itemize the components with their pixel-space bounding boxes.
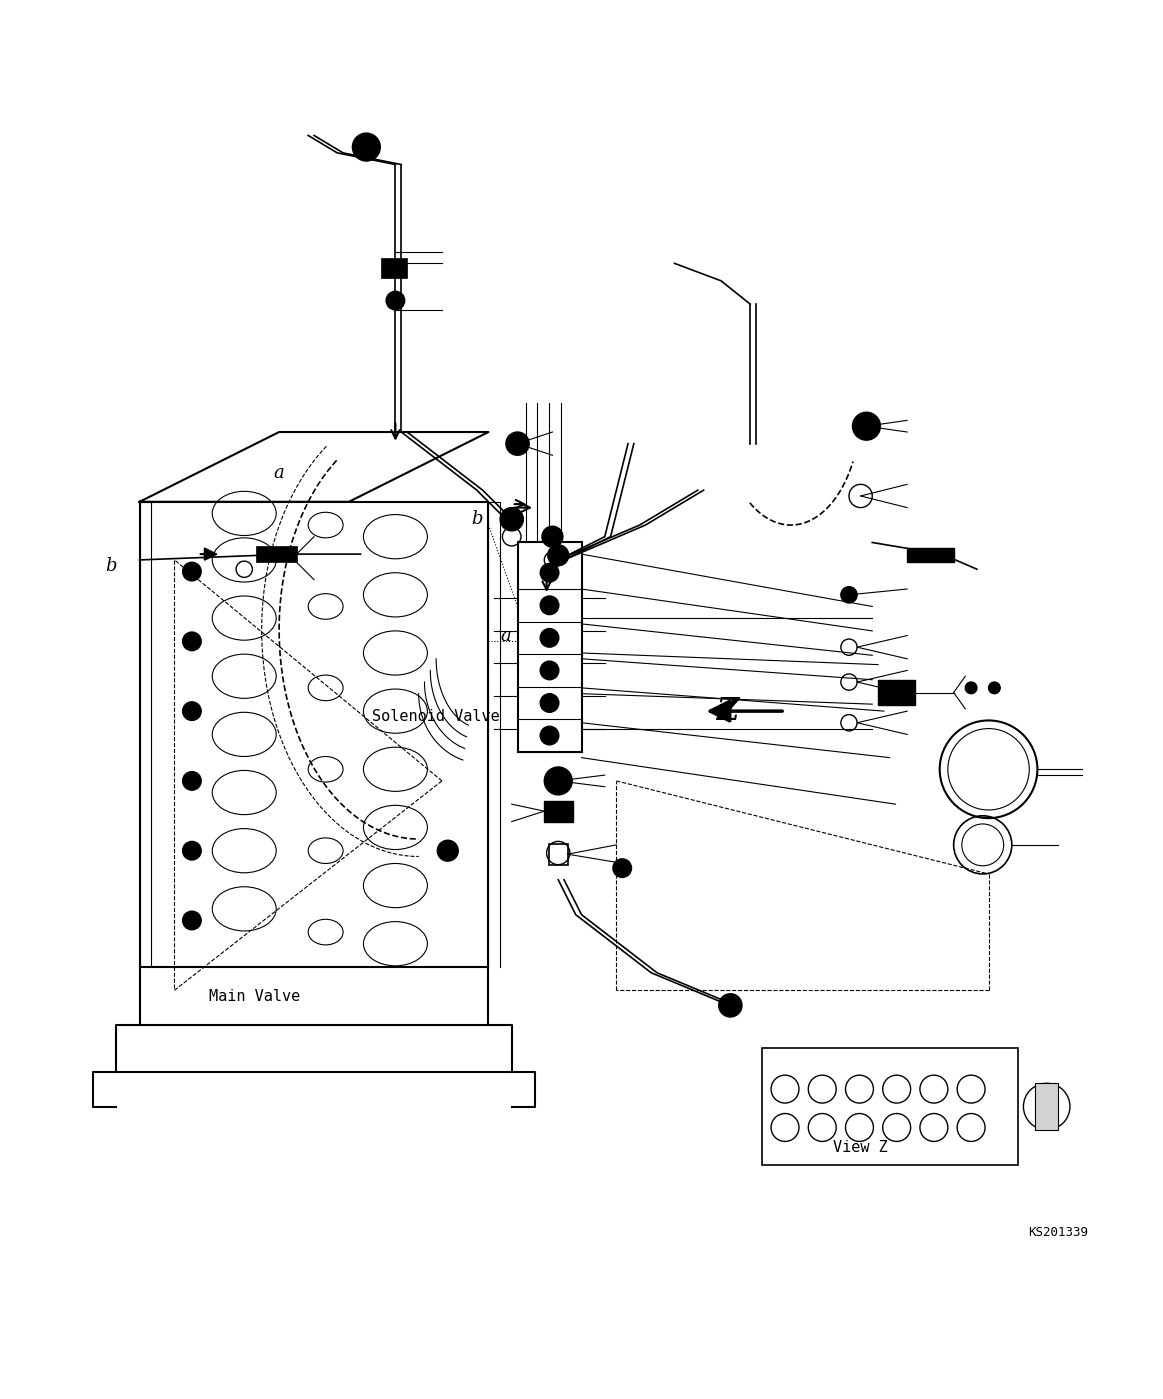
Circle shape: [542, 526, 563, 547]
Bar: [549, 844, 568, 865]
Circle shape: [183, 562, 201, 581]
Text: Solenoid Valve: Solenoid Valve: [372, 709, 500, 725]
Circle shape: [541, 662, 559, 680]
Circle shape: [183, 772, 201, 790]
Circle shape: [989, 683, 1000, 694]
Text: b: b: [471, 511, 483, 529]
Circle shape: [841, 586, 857, 603]
Bar: [878, 680, 915, 705]
Circle shape: [719, 993, 742, 1017]
Circle shape: [386, 291, 405, 311]
Bar: [256, 546, 297, 562]
Text: View Z: View Z: [833, 1140, 889, 1154]
Circle shape: [541, 596, 559, 614]
Text: Z: Z: [715, 695, 739, 726]
Circle shape: [541, 628, 559, 648]
Bar: [907, 548, 954, 562]
Circle shape: [613, 859, 632, 877]
Circle shape: [541, 694, 559, 712]
Text: Main Valve: Main Valve: [209, 989, 300, 1003]
Circle shape: [965, 683, 977, 694]
Circle shape: [352, 133, 380, 161]
Circle shape: [183, 911, 201, 930]
Bar: [1035, 1083, 1058, 1130]
Bar: [762, 1048, 1018, 1165]
Circle shape: [548, 544, 569, 565]
Circle shape: [183, 702, 201, 720]
Circle shape: [541, 564, 559, 582]
Text: b: b: [105, 557, 116, 575]
Circle shape: [183, 632, 201, 651]
Text: KS201339: KS201339: [1028, 1226, 1089, 1238]
Bar: [518, 543, 582, 751]
Circle shape: [437, 841, 458, 862]
Circle shape: [500, 508, 523, 530]
Circle shape: [183, 841, 201, 860]
Circle shape: [544, 767, 572, 795]
Bar: [544, 800, 573, 821]
Text: a: a: [500, 627, 512, 645]
Bar: [140, 502, 488, 967]
Circle shape: [541, 726, 559, 744]
Bar: [381, 257, 407, 278]
Circle shape: [852, 413, 880, 441]
Text: a: a: [273, 463, 285, 481]
Circle shape: [506, 432, 529, 455]
